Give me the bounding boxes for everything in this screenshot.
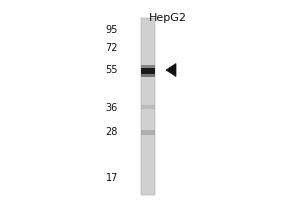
Text: 28: 28 [106,127,118,137]
Bar [141,64,155,71]
Text: 72: 72 [106,43,118,53]
Bar [141,18,155,195]
Text: 95: 95 [106,25,118,35]
Text: HepG2: HepG2 [149,13,187,23]
Bar [141,105,155,109]
Bar [141,68,155,73]
Polygon shape [166,64,176,76]
Bar [141,130,155,134]
Text: 36: 36 [106,103,118,113]
Bar [141,71,155,76]
Text: 55: 55 [106,65,118,75]
Text: 17: 17 [106,173,118,183]
